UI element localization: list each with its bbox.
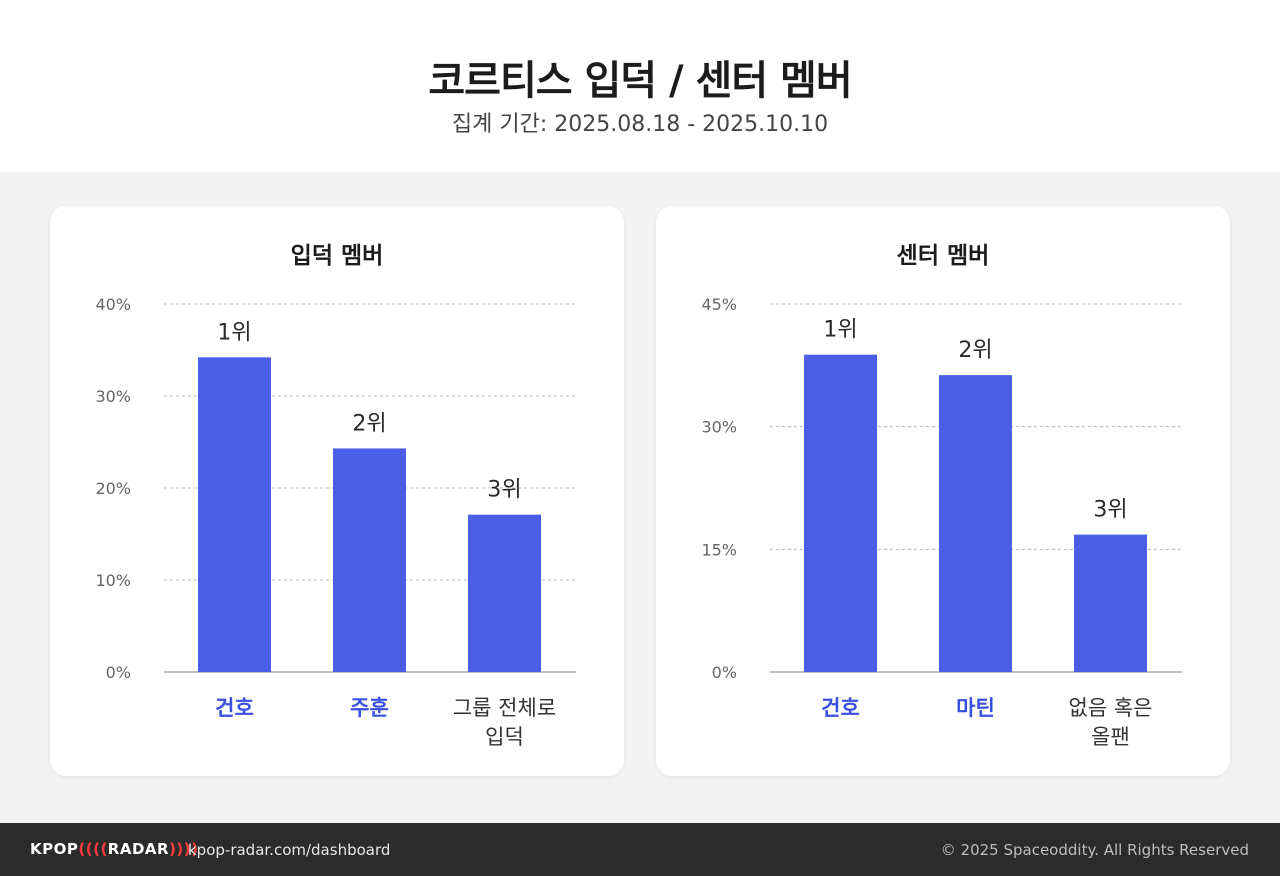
page-subtitle: 집계 기간: 2025.08.18 - 2025.10.10 [451, 112, 829, 137]
chart-title: 센터 멤버 [896, 243, 990, 269]
footer-copyright: © 2025 Spaceoddity. All Rights Reserved [940, 841, 1249, 859]
y-tick-label: 30% [701, 418, 737, 437]
bar-rank-label: 1위 [217, 320, 251, 345]
page-title: 코르티스 입덕 / 센터 멤버 [428, 58, 852, 104]
bar-rank-label: 3위 [1093, 498, 1127, 523]
kpop-radar-logo: KPOP((((RADAR)))) [30, 840, 199, 858]
bar-rank-label: 3위 [487, 478, 521, 503]
x-category-label: 건호 [215, 696, 254, 720]
bar [333, 448, 406, 672]
x-category-label: 마틴 [956, 696, 995, 720]
y-tick-label: 0% [106, 663, 131, 682]
y-tick-label: 10% [95, 571, 131, 590]
bar-rank-label: 1위 [823, 318, 857, 343]
y-tick-label: 30% [95, 387, 131, 406]
x-category-label: 주훈 [350, 696, 389, 720]
y-tick-label: 15% [701, 540, 737, 559]
bar-rank-label: 2위 [352, 411, 386, 436]
x-category-label: 올팬 [1091, 725, 1130, 749]
x-category-label: 없음 혹은 [1069, 696, 1153, 720]
footer-url[interactable]: kpop-radar.com/dashboard [188, 841, 391, 859]
chart-title: 입덕 멤버 [290, 243, 384, 269]
x-category-label: 그룹 전체로 [453, 696, 556, 720]
bar-rank-label: 2위 [958, 338, 992, 363]
header: 코르티스 입덕 / 센터 멤버 집계 기간: 2025.08.18 - 2025… [0, 0, 1280, 172]
bar [804, 354, 877, 672]
bar [939, 375, 1012, 672]
footer: KPOP((((RADAR)))) kpop-radar.com/dashboa… [0, 823, 1280, 876]
x-category-label: 입덕 [485, 725, 524, 749]
bar [198, 357, 271, 672]
y-tick-label: 40% [95, 295, 131, 314]
x-category-label: 건호 [821, 696, 860, 720]
y-tick-label: 0% [712, 663, 737, 682]
bar [1074, 534, 1147, 672]
y-tick-label: 20% [95, 479, 131, 498]
y-tick-label: 45% [701, 295, 737, 314]
bar [468, 514, 541, 672]
